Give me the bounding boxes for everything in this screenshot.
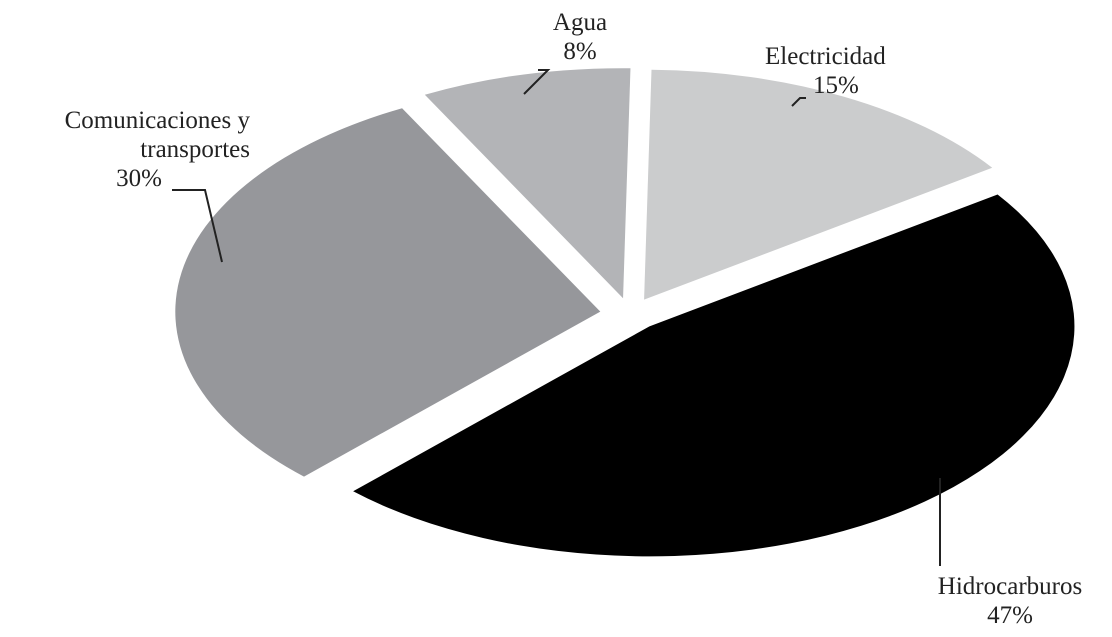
slice-label-electricidad: Electricidad 15% xyxy=(765,42,965,100)
slice-label-hidrocarburos: Hidrocarburos 47% xyxy=(915,572,1105,630)
slice-percent-hidrocarburos: 47% xyxy=(987,602,1033,629)
slice-label-agua: Agua 8% xyxy=(540,8,620,66)
leader-line-comunicaciones xyxy=(172,189,223,263)
slice-name-comunicaciones-line2: transportes xyxy=(140,136,250,163)
slice-agua xyxy=(424,68,631,299)
slice-percent-agua: 8% xyxy=(563,38,597,65)
slice-electricidad xyxy=(644,69,993,300)
slice-percent-comunicaciones: 30% xyxy=(116,165,162,192)
slice-name-hidrocarburos: Hidrocarburos xyxy=(937,573,1083,600)
slice-hidrocarburos xyxy=(353,194,1075,557)
leader-line-electricidad xyxy=(791,97,806,107)
leader-line-agua xyxy=(523,69,551,95)
slice-name-comunicaciones-line1: Comunicaciones y xyxy=(64,107,250,134)
slice-name-electricidad: Electricidad xyxy=(765,43,886,70)
slice-percent-electricidad: 15% xyxy=(813,72,859,99)
slice-comunicaciones xyxy=(175,108,601,477)
slice-label-comunicaciones: Comunicaciones y transportes 30% xyxy=(0,106,250,193)
slice-name-agua: Agua xyxy=(552,9,608,36)
